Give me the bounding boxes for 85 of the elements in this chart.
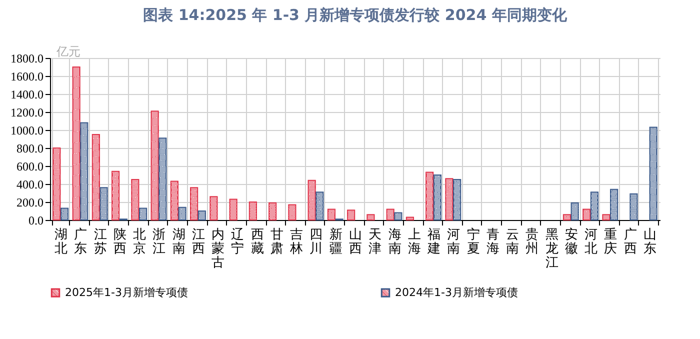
x-tick-label: 内蒙古 xyxy=(212,228,225,270)
bar xyxy=(426,172,434,220)
x-tick-label: 湖南 xyxy=(172,228,186,256)
x-tick-label: 山东 xyxy=(643,228,656,256)
y-tick-label: 600.0 xyxy=(16,160,44,174)
legend-label: 2025年1-3月新增专项债 xyxy=(65,286,188,299)
chart-title: 图表 14:2025 年 1-3 月新增专项债发行较 2024 年同期变化 xyxy=(143,6,568,24)
x-tick-label: 江西 xyxy=(192,228,205,256)
x-tick-label: 山西 xyxy=(349,228,362,256)
x-tick-label: 青海 xyxy=(486,228,500,256)
bar xyxy=(60,208,69,220)
bar xyxy=(229,198,238,220)
bar xyxy=(649,126,658,220)
bar xyxy=(158,138,167,220)
bar xyxy=(288,204,296,220)
x-tick-label: 河北 xyxy=(584,228,598,256)
bar xyxy=(190,187,198,220)
y-tick-label: 1400.0 xyxy=(10,88,44,102)
bar xyxy=(590,192,598,220)
y-tick-label: 400.0 xyxy=(16,178,44,192)
bar xyxy=(72,66,80,220)
x-tick-label: 海南 xyxy=(388,228,402,256)
x-tick-label: 四川 xyxy=(310,228,323,256)
x-tick-label: 上海 xyxy=(408,228,421,256)
bar xyxy=(327,208,336,220)
bar xyxy=(445,178,454,220)
bar xyxy=(131,179,140,220)
bar xyxy=(139,208,148,220)
legend-label: 2024年1-3月新增专项债 xyxy=(395,286,518,299)
y-tick-label: 200.0 xyxy=(16,196,44,210)
bar xyxy=(630,193,638,220)
bar xyxy=(268,202,277,220)
x-tick-label: 北京 xyxy=(133,228,146,256)
x-tick-label: 新疆 xyxy=(329,228,342,256)
bar xyxy=(386,208,394,220)
x-tick-label: 黑龙江 xyxy=(545,228,558,270)
x-tick-label: 辽宁 xyxy=(231,228,244,256)
x-tick-label: 贵州 xyxy=(526,228,539,256)
bar xyxy=(453,179,462,220)
bar xyxy=(406,216,414,220)
bar xyxy=(433,174,442,220)
y-tick-label: 1800.0 xyxy=(10,52,44,66)
bar xyxy=(394,212,402,220)
y-tick-label: 800.0 xyxy=(16,142,44,156)
bar xyxy=(52,148,61,220)
bar xyxy=(610,188,618,220)
bar xyxy=(308,180,316,220)
bar xyxy=(562,214,571,220)
bar xyxy=(92,134,100,220)
x-tick-label: 宁夏 xyxy=(466,226,480,256)
bar xyxy=(366,214,375,220)
bar xyxy=(178,206,186,220)
x-tick-label: 湖北 xyxy=(54,228,68,256)
y-axis-title: 亿元 xyxy=(56,44,80,58)
bar xyxy=(80,122,88,220)
x-tick-label: 天津 xyxy=(368,228,382,256)
y-tick-label: 0.0 xyxy=(28,214,44,228)
x-tick-label: 福建 xyxy=(426,228,441,256)
bar xyxy=(100,187,108,220)
y-tick-label: 1000.0 xyxy=(10,124,44,138)
bar xyxy=(170,180,178,220)
y-tick-label: 1200.0 xyxy=(10,106,44,120)
x-tick-label: 吉林 xyxy=(289,228,304,256)
y-tick-label: 1600.0 xyxy=(10,70,44,84)
bar xyxy=(570,202,579,220)
x-tick-label: 广西 xyxy=(624,228,637,256)
bar xyxy=(210,196,218,220)
bar xyxy=(198,210,206,220)
bar xyxy=(112,170,120,220)
bar xyxy=(150,110,159,220)
x-tick-label: 江苏 xyxy=(94,228,107,256)
x-tick-label: 陕西 xyxy=(113,228,126,256)
x-tick-label: 浙江 xyxy=(152,228,166,256)
bar xyxy=(248,202,257,220)
x-tick-label: 甘肃 xyxy=(270,228,284,256)
x-tick-label: 安徽 xyxy=(564,226,578,256)
bar xyxy=(316,192,324,220)
x-tick-label: 西藏 xyxy=(250,228,264,256)
x-tick-label: 河南 xyxy=(447,228,460,256)
bar xyxy=(347,210,356,220)
bar xyxy=(602,214,610,220)
x-tick-label: 广东 xyxy=(74,228,88,256)
x-tick-label: 云南 xyxy=(506,228,520,256)
x-tick-label: 重庆 xyxy=(604,228,618,256)
bar xyxy=(582,208,591,220)
